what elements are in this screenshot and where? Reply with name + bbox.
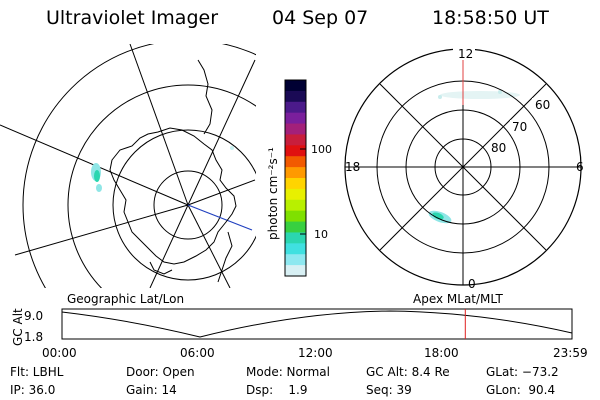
sun-direction-line xyxy=(187,204,253,231)
timeline-frame xyxy=(61,308,573,340)
seq-label: Seq: 39 xyxy=(366,383,412,397)
colorbar-segment xyxy=(285,80,306,92)
gcalt-label: GC Alt: 8.4 Re xyxy=(366,365,450,379)
label-bg xyxy=(453,48,475,60)
altitude-curve xyxy=(61,310,573,338)
colorbar-segment xyxy=(285,265,306,277)
colorbar-segment xyxy=(285,243,306,255)
colorbar-segment xyxy=(285,167,306,179)
timeline-ytick: 1.8 xyxy=(24,330,43,344)
colorbar-segment xyxy=(285,112,306,125)
mlt-label-18: 18 xyxy=(345,160,360,174)
dsp-label: Dsp: 1.9 xyxy=(246,383,308,397)
colorbar-tick-label: 100 xyxy=(311,143,332,156)
timeline-xtick: 06:00 xyxy=(180,346,215,360)
polar-aurora xyxy=(428,90,520,224)
timeline-ytick: 9.0 xyxy=(24,309,43,323)
latitude-circle xyxy=(153,170,223,240)
timeline-xtick: 18:00 xyxy=(424,346,459,360)
colorbar-segment xyxy=(285,156,306,168)
mlt-label-0: 0 xyxy=(468,277,476,291)
label-bg xyxy=(490,141,512,154)
latitude-circle xyxy=(67,84,256,288)
meridian-line xyxy=(149,204,189,288)
ip-label: IP: 36.0 xyxy=(10,383,56,397)
geo-plot-title: Geographic Lat/Lon xyxy=(67,292,184,306)
date-label: 04 Sep 07 xyxy=(272,7,369,29)
colorbar-segment xyxy=(285,232,306,244)
colorbar-segment xyxy=(285,134,306,146)
colorbar-segment xyxy=(285,254,306,266)
label-bg xyxy=(532,98,554,111)
timeline-xtick: 12:00 xyxy=(298,346,333,360)
coastline xyxy=(197,59,213,135)
latitude-circle xyxy=(22,44,256,288)
coastline xyxy=(149,261,173,275)
geographic-map xyxy=(0,44,256,288)
colorbar-segment xyxy=(285,123,306,136)
mode-label: Mode: Normal xyxy=(246,365,330,379)
mlat-label-60: 60 xyxy=(535,98,550,112)
altitude-timeline: GC Alt 9.0 1.8 00:00 06:00 12:00 18:00 2… xyxy=(11,308,588,360)
mlat-label-80: 80 xyxy=(491,141,506,155)
colorbar-frame xyxy=(284,79,307,277)
meridian-line xyxy=(14,204,189,256)
coastline xyxy=(109,127,237,265)
colorbar-unit-label: photon cm⁻²s⁻¹ xyxy=(266,147,280,240)
colorbar-segment xyxy=(285,178,306,190)
mlt-label-6: 6 xyxy=(576,160,584,174)
latitude-circle xyxy=(112,129,256,281)
coastline xyxy=(217,231,233,283)
timeline-xtick: 23:59 xyxy=(553,346,588,360)
meridian-line xyxy=(187,179,256,206)
aurora-emission xyxy=(91,146,234,192)
colorbar-segment xyxy=(285,210,306,223)
colorbar xyxy=(285,80,306,277)
colorbar-segment xyxy=(285,145,306,157)
colorbar-tick-label: 10 xyxy=(314,228,328,241)
colorbar-segment xyxy=(285,90,306,103)
mlat-label-70: 70 xyxy=(512,120,527,134)
instrument-title: Ultraviolet Imager xyxy=(46,7,219,29)
polar-plot-title: Apex MLat/MLT xyxy=(413,292,503,306)
colorbar-segment xyxy=(285,188,306,201)
colorbar-segment xyxy=(285,221,306,234)
mlt-diagonal xyxy=(379,83,547,251)
polar-plot: 12 18 6 0 60 70 80 xyxy=(344,47,584,291)
gain-label: Gain: 14 xyxy=(126,383,177,397)
timeline-xtick: 00:00 xyxy=(42,346,77,360)
meridian-line xyxy=(187,59,256,206)
door-label: Door: Open xyxy=(126,365,195,379)
glat-label: GLat: −73.2 xyxy=(486,365,559,379)
label-bg xyxy=(510,120,532,133)
colorbar-segment xyxy=(285,101,306,114)
colorbar-segment xyxy=(285,199,306,212)
flt-label: Flt: LBHL xyxy=(10,365,64,379)
meridian-line xyxy=(129,44,189,206)
mlt-label-12: 12 xyxy=(458,47,473,61)
time-label: 18:58:50 UT xyxy=(432,7,549,29)
glon-label: GLon: 90.4 xyxy=(486,383,556,397)
timeline-ylabel: GC Alt xyxy=(11,308,25,346)
